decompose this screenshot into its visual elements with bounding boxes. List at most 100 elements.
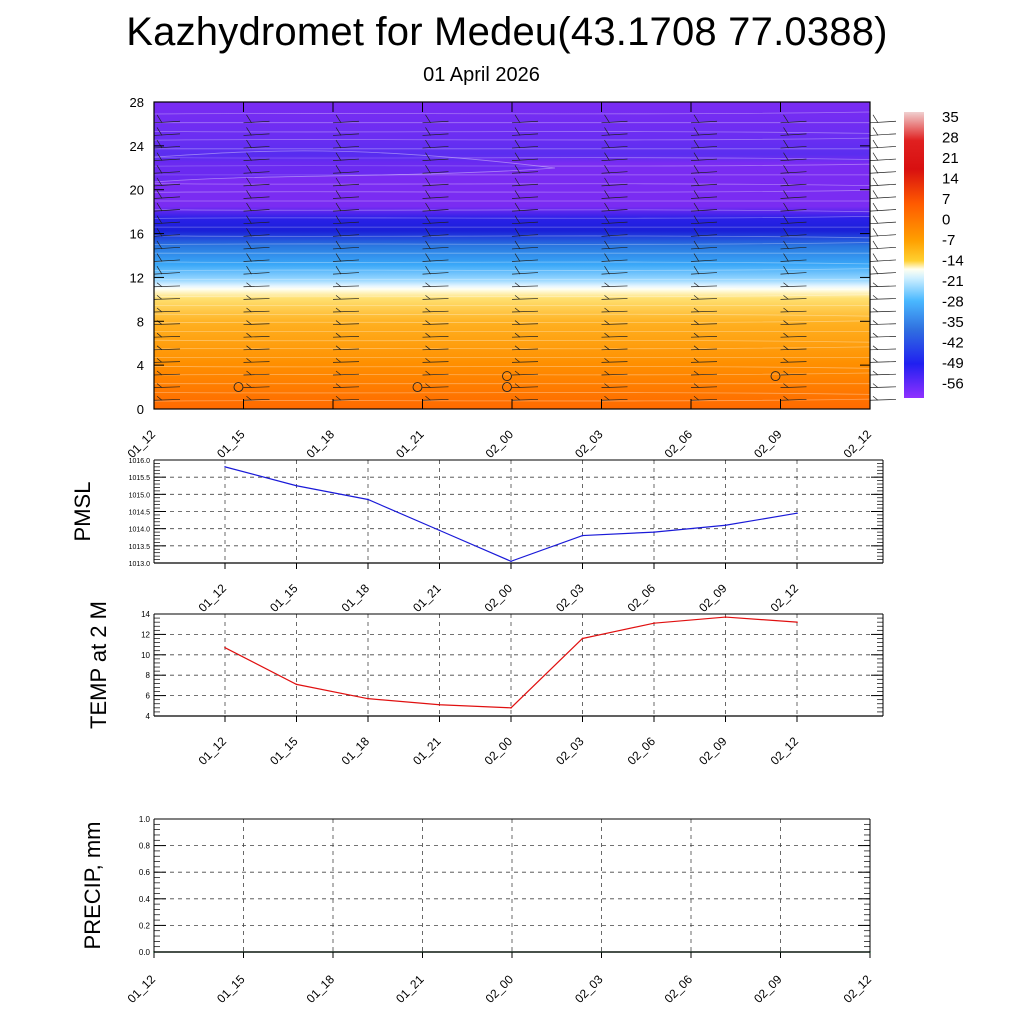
wind-barb-flag (335, 282, 342, 288)
colorbar-label: -14 (942, 253, 964, 270)
wind-barb-flag (604, 320, 610, 325)
wind-barb-shaft (422, 373, 449, 376)
wind-barb-flag (335, 152, 342, 161)
wind-barb-shaft (243, 285, 270, 288)
wind-barb-flag (156, 253, 163, 262)
wind-barb-shaft (153, 120, 181, 124)
colorbar-label: -21 (942, 273, 964, 290)
wind-barb-flag (693, 190, 700, 199)
wind-barb-shaft (332, 399, 360, 401)
wind-barb-flag (872, 282, 879, 288)
wind-barb-shaft (869, 285, 897, 288)
wind-barb-flag (156, 190, 163, 199)
precip-panel: 0.0 0.2 0.4 0.6 0.8 1.0 01_12 01_15 01_18 01_21 02… (80, 815, 874, 1006)
x-tick-label: 02_06 (625, 734, 659, 768)
wind-barb-flag (156, 265, 163, 275)
wind-barb-shaft (601, 399, 628, 401)
wind-barb-flag (335, 240, 342, 250)
wind-barb-shaft (601, 133, 628, 136)
wind-barb-shaft (243, 234, 270, 237)
wind-barb-shaft (422, 399, 449, 401)
wind-barb-flag (246, 152, 252, 161)
wind-barb-shaft (780, 399, 807, 401)
wind-barb-shaft (422, 348, 449, 351)
wind-barb-shaft (243, 348, 270, 351)
wind-barb-flag (156, 383, 163, 388)
chart-subtitle: 01 April 2026 (423, 64, 540, 86)
wind-barb-shaft (243, 171, 270, 174)
y-tick-label: 24 (130, 139, 144, 154)
wind-barb-shaft (511, 171, 539, 174)
data-point (367, 697, 369, 700)
wind-barb-shaft (601, 373, 628, 376)
wind-barb-shaft (690, 285, 718, 288)
wind-barb-flag (872, 228, 879, 237)
wind-barb-shaft (153, 272, 181, 275)
isotherm-line (153, 346, 871, 350)
wind-barb-flag (156, 395, 163, 401)
wind-barb-flag (872, 395, 879, 401)
data-point (653, 622, 655, 624)
wind-barb-flag (156, 307, 163, 313)
wind-barb-shaft (601, 336, 628, 338)
isotherm-line (153, 287, 871, 291)
colorbar-label: 21 (942, 150, 959, 167)
wind-barb-flag (693, 358, 700, 363)
wind-barb-shaft (153, 234, 181, 237)
wind-barb-shaft (869, 298, 897, 300)
x-tick-label: 02_03 (572, 972, 606, 1006)
isotherm-line (153, 157, 871, 160)
wind-barb-flag (783, 190, 789, 199)
wind-barb-shaft (511, 336, 539, 338)
wind-barb-flag (693, 139, 700, 149)
wind-barb-shaft (601, 146, 628, 149)
x-tick-label: 02_09 (696, 734, 730, 768)
wind-barb-flag (156, 114, 163, 124)
wind-barb-shaft (332, 209, 360, 212)
wind-barb-shaft (332, 310, 360, 313)
wind-barb-shaft (511, 209, 539, 212)
wind-barb-flag (783, 395, 789, 401)
wind-barb-shaft (153, 373, 181, 376)
isotherm-line (153, 183, 871, 186)
isotherm-line (153, 398, 871, 402)
wind-barb-shaft (153, 146, 181, 149)
wind-barb-shaft (422, 285, 449, 288)
wind-barb-shaft (690, 196, 718, 199)
data-point (438, 703, 441, 706)
isotherm-closed-contour (153, 150, 556, 183)
data-point (724, 616, 727, 618)
wind-barb-flag (425, 345, 431, 351)
wind-barb-flag (872, 139, 879, 149)
wind-barb-shaft (511, 133, 539, 136)
wind-barb-shaft (869, 336, 897, 338)
wind-barb-flag (425, 127, 431, 136)
wind-barb-flag (872, 383, 879, 388)
wind-barb-shaft (511, 146, 539, 149)
y-tick-label: 1.0 (139, 815, 151, 824)
isotherm-line (153, 235, 871, 239)
wind-barb-flag (604, 177, 610, 187)
wind-barb-flag (156, 215, 163, 224)
wind-barb-shaft (780, 310, 807, 313)
wind-barb-shaft (780, 221, 807, 225)
x-tick-label: 01_12 (125, 972, 159, 1006)
x-tick-label: 01_15 (267, 734, 301, 768)
wind-barb-flag (872, 165, 879, 174)
isotherm-line (153, 339, 871, 343)
wind-barb-shaft (243, 272, 270, 275)
wind-barb-flag (335, 114, 342, 124)
wind-barb-shaft (511, 234, 539, 237)
wind-barb-flag (425, 165, 431, 174)
wind-barb-shaft (511, 246, 539, 250)
y-tick-label: 0.0 (139, 948, 151, 957)
wind-barb-flag (425, 320, 431, 325)
wind-barb-flag (872, 215, 879, 224)
wind-barb-flag (693, 177, 700, 187)
wind-barb-flag (604, 165, 610, 174)
y-tick-label: 1016.0 (129, 458, 151, 465)
wind-barb-shaft (153, 183, 181, 187)
y-axis-label: TEMP at 2 M (86, 601, 111, 729)
data-point (796, 621, 798, 623)
